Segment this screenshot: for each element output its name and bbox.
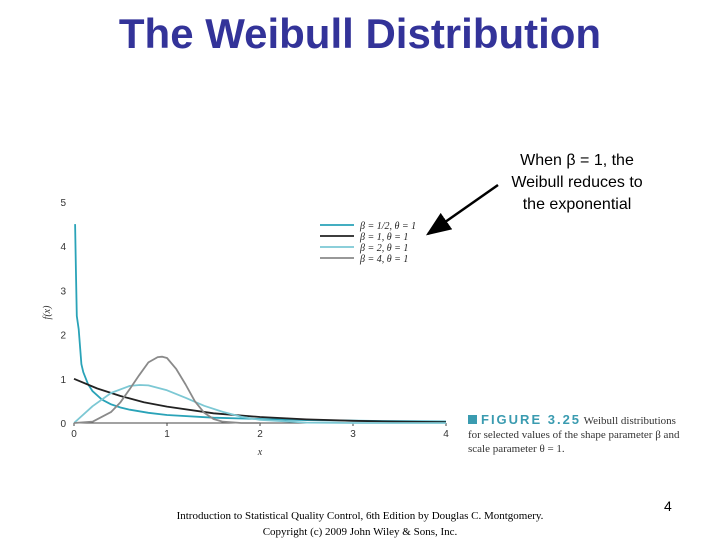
y-tick-label: 5 (60, 198, 66, 209)
x-tick-label: 4 (443, 429, 449, 440)
legend-label: β = 2, θ = 1 (359, 243, 408, 254)
x-axis-label: x (257, 447, 263, 458)
callout-line-2: Weibull reduces to (511, 174, 643, 191)
series-line-2 (73, 377, 447, 424)
footer-citation: Introduction to Statistical Quality Cont… (120, 508, 600, 540)
y-tick-label: 2 (60, 331, 66, 342)
figure-caption-text: Weibull distributions for selected value… (468, 415, 680, 455)
slide-title: The Weibull Distribution (118, 10, 602, 57)
figure-label: FIGURE 3.25 (468, 412, 581, 427)
callout-text: When β = 1, the Weibull reduces to the e… (492, 150, 662, 216)
y-tick-label: 4 (60, 242, 66, 253)
x-tick-label: 3 (350, 429, 356, 440)
y-tick-label: 1 (60, 375, 66, 386)
figure-caption: FIGURE 3.25 Weibull distributions for se… (468, 413, 688, 456)
page-number: 4 (664, 498, 672, 514)
series-line-4 (73, 355, 260, 424)
x-tick-label: 1 (164, 429, 170, 440)
y-axis-label: f(x) (42, 305, 53, 320)
legend-label: β = 4, θ = 1 (359, 254, 408, 265)
footer-line-2: Copyright (c) 2009 John Wiley & Sons, In… (262, 526, 458, 538)
legend-label: β = 1/2, θ = 1 (359, 221, 416, 232)
callout-line-1: When β = 1, the (520, 152, 634, 169)
chart-legend: β = 1/2, θ = 1β = 1, θ = 1β = 2, θ = 1β … (320, 221, 416, 265)
legend-label: β = 1, θ = 1 (359, 232, 408, 243)
series-line-3 (73, 384, 446, 424)
y-tick-label: 0 (60, 419, 66, 430)
y-tick-label: 3 (60, 286, 66, 297)
footer-line-1: Introduction to Statistical Quality Cont… (176, 510, 544, 522)
chart-series (73, 224, 447, 424)
callout-line-3: the exponential (522, 196, 632, 213)
x-tick-label: 0 (71, 429, 77, 440)
callout-arrow (425, 183, 499, 236)
x-tick-label: 2 (257, 429, 263, 440)
